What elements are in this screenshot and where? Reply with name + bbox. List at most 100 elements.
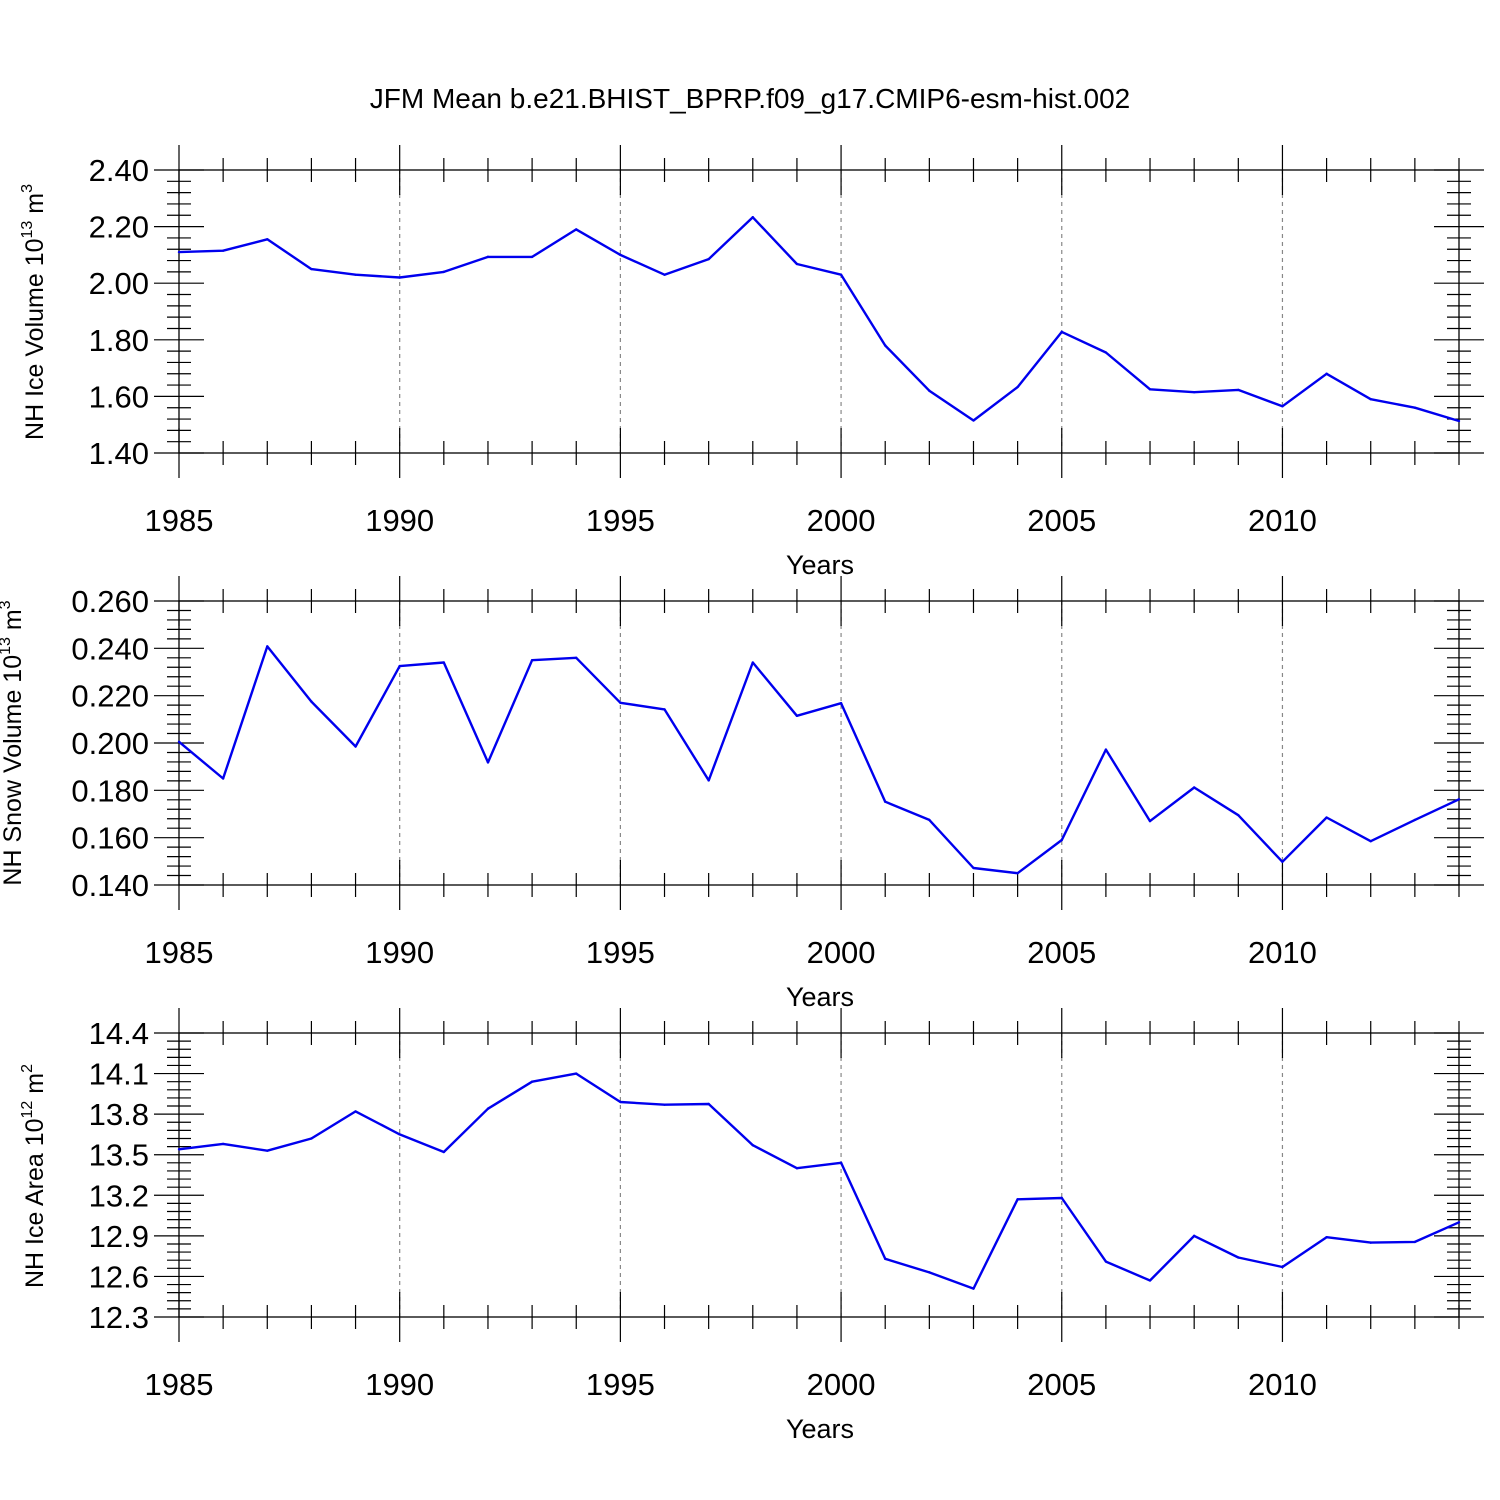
data-point-1989: [354, 745, 357, 748]
xtick-label-2010: 2010: [1248, 1367, 1317, 1402]
data-point-2000: [839, 1161, 843, 1165]
data-point-1986: [221, 777, 225, 780]
data-point-2000: [839, 273, 843, 276]
data-point-1985: [177, 740, 181, 744]
data-point-2009: [1237, 1256, 1240, 1259]
xtick-label-2000: 2000: [807, 935, 876, 970]
ytick-label-6: 14.1: [89, 1057, 149, 1092]
ytick-label-3: 13.2: [89, 1178, 149, 1213]
series-line: [178, 1072, 1460, 1290]
xlabel-snow-volume: Years: [786, 982, 854, 1012]
data-point-1988: [310, 700, 313, 703]
data-point-1998: [751, 1144, 754, 1147]
data-point-2009: [1237, 388, 1240, 392]
xtick-label-1990: 1990: [365, 935, 434, 970]
data-point-2005: [1060, 1196, 1063, 1200]
data-point-2004: [1016, 1198, 1019, 1201]
data-point-2008: [1192, 1234, 1196, 1238]
ytick-label-0: 1.40: [89, 436, 149, 471]
data-point-1991: [442, 270, 446, 274]
data-point-1994: [575, 656, 578, 659]
data-point-2006: [1104, 351, 1108, 354]
data-point-2013: [1413, 1240, 1417, 1244]
data-point-1985: [177, 1148, 181, 1151]
ytick-label-3: 2.00: [89, 266, 149, 301]
data-point-2001: [884, 800, 887, 803]
ytick-label-1: 1.60: [89, 379, 149, 414]
data-point-1998: [751, 216, 754, 219]
data-point-2011: [1325, 816, 1328, 819]
data-point-2004: [1016, 385, 1019, 389]
data-point-2008: [1192, 390, 1196, 394]
xlabel-ice-volume: Years: [786, 550, 854, 580]
data-point-1995: [619, 1100, 622, 1104]
data-point-1991: [442, 1150, 446, 1154]
data-point-2011: [1325, 1236, 1328, 1239]
ytick-label-0: 12.3: [89, 1300, 149, 1335]
data-point-2011: [1325, 372, 1328, 375]
data-point-2014: [1457, 798, 1461, 801]
xlabel-ice-area: Years: [786, 1414, 854, 1444]
data-point-1992: [486, 761, 490, 764]
ytick-label-2: 12.9: [89, 1219, 149, 1254]
data-point-1997: [707, 257, 710, 261]
data-point-2007: [1148, 1279, 1152, 1282]
data-point-2005: [1060, 838, 1063, 842]
data-point-2003: [972, 1287, 975, 1290]
data-point-2005: [1060, 330, 1063, 334]
data-point-2004: [1016, 871, 1019, 875]
xtick-label-1990: 1990: [365, 503, 434, 538]
data-point-1996: [663, 273, 666, 276]
ytick-label-4: 13.5: [89, 1138, 149, 1173]
xtick-label-2005: 2005: [1027, 503, 1096, 538]
xtick-label-2010: 2010: [1248, 935, 1317, 970]
ytick-label-1: 12.6: [89, 1259, 149, 1294]
data-point-1986: [221, 249, 225, 252]
data-point-1994: [575, 1072, 578, 1075]
data-point-1999: [795, 714, 799, 717]
data-point-1990: [398, 276, 401, 279]
ytick-label-6: 0.260: [71, 584, 149, 619]
series-line: [178, 645, 1460, 875]
data-point-1997: [707, 1102, 710, 1106]
data-point-2012: [1369, 1241, 1372, 1244]
panel-ice-volume: NH Ice Volume 1013 m3 Years 1985 1990 1995…: [19, 145, 1484, 580]
panel-snow-volume: NH Snow Volume 1013 m3 Years 1985 1990 199…: [0, 576, 1484, 1012]
data-point-2006: [1104, 748, 1108, 751]
ytick-label-4: 2.20: [89, 210, 149, 245]
data-point-1988: [310, 267, 313, 271]
data-point-2009: [1237, 813, 1240, 817]
data-point-2002: [928, 818, 931, 822]
data-point-2007: [1148, 388, 1152, 391]
plot-frame: [178, 600, 1460, 886]
data-point-2013: [1413, 406, 1417, 409]
data-point-1996: [663, 708, 666, 711]
xtick-label-1985: 1985: [145, 503, 214, 538]
data-point-1989: [354, 1110, 357, 1113]
panel-ice-area: NH Ice Area 1012 m2 Years 1985 1990 1995 20…: [19, 1008, 1484, 1444]
xtick-label-2010: 2010: [1248, 503, 1317, 538]
data-point-1999: [795, 1167, 799, 1170]
ylabel-ice-volume: NH Ice Volume 1013 m3: [19, 184, 49, 440]
ylabel-ice-area: NH Ice Area 1012 m2: [19, 1064, 49, 1288]
data-point-2000: [839, 702, 843, 705]
data-point-2003: [972, 419, 975, 422]
data-point-1993: [530, 658, 534, 662]
data-point-1998: [751, 661, 754, 664]
data-point-1990: [398, 664, 401, 668]
data-point-1991: [442, 661, 446, 664]
ytick-label-2: 0.180: [71, 773, 149, 808]
data-point-1996: [663, 1103, 666, 1106]
xtick-label-1995: 1995: [586, 1367, 655, 1402]
data-point-2014: [1457, 1221, 1461, 1224]
data-point-2010: [1281, 1265, 1284, 1269]
xtick-label-1995: 1995: [586, 935, 655, 970]
data-point-2002: [928, 1271, 931, 1274]
data-point-1992: [486, 1107, 490, 1110]
ytick-label-1: 0.160: [71, 821, 149, 856]
xtick-label-2005: 2005: [1027, 935, 1096, 970]
data-point-1985: [177, 250, 181, 254]
data-point-2001: [884, 1257, 887, 1261]
data-point-2002: [928, 389, 931, 392]
data-point-1986: [221, 1142, 225, 1146]
